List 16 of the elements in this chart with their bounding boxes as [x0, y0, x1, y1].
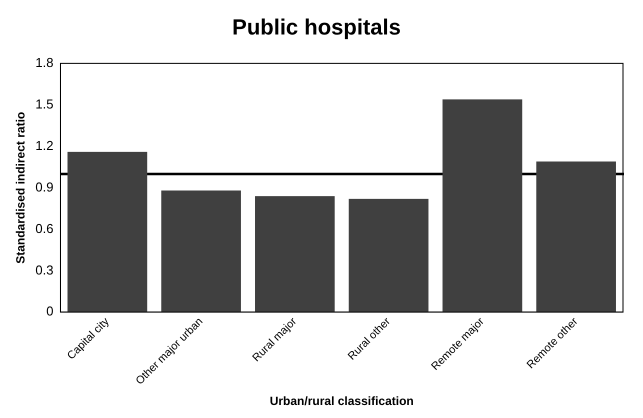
- y-tick-label: 1.2: [35, 138, 54, 153]
- y-tick-label: 1.5: [35, 96, 54, 112]
- y-tick-label: 0.9: [35, 179, 54, 194]
- bar: [161, 190, 241, 312]
- y-tick-label: 1.8: [35, 54, 54, 70]
- bar: [442, 99, 522, 312]
- y-tick-label: 0.3: [35, 262, 54, 278]
- bar: [536, 162, 616, 312]
- chart-title: Public hospitals: [232, 14, 401, 40]
- bar: [348, 198, 428, 312]
- x-axis-title: Urban/rural classification: [270, 394, 414, 408]
- y-tick-label: 0: [46, 304, 54, 319]
- y-tick-label: 0.6: [35, 220, 54, 236]
- bar: [68, 152, 148, 312]
- y-axis-title: Standardised indirect ratio: [14, 112, 28, 264]
- bar: [255, 196, 335, 312]
